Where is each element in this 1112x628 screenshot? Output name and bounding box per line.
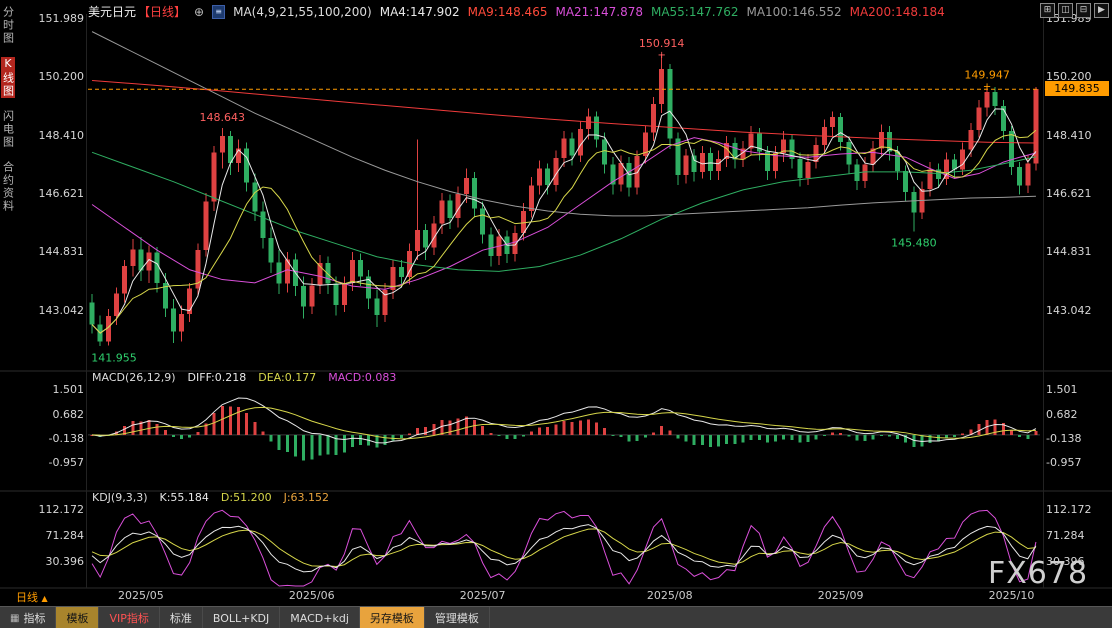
extreme-marker: + <box>657 50 665 61</box>
ma-line-ma21 <box>91 137 1037 290</box>
ma100-value: MA100:146.552 <box>746 4 842 19</box>
layout-split-icon[interactable]: ◫ <box>1058 3 1073 18</box>
layout-single-icon[interactable]: ⊟ <box>1076 3 1091 18</box>
price-annotation: 148.643 <box>200 111 246 124</box>
left-sidebar: 分时图 K线图 闪电图 合约资料 <box>0 6 15 213</box>
period-tag: 【日线】 <box>138 5 187 19</box>
price-annotation: 149.947 <box>964 69 1010 82</box>
macd-histogram <box>90 405 1038 461</box>
macd-hist-value: MACD:0.083 <box>328 371 397 384</box>
macd-dea-line <box>92 406 1036 440</box>
macd-title[interactable]: MACD(26,12,9) <box>92 371 176 384</box>
toolbar-item-save-template[interactable]: 另存模板 <box>359 607 425 628</box>
toolbar-item-manage-template[interactable]: 管理模板 <box>425 607 490 628</box>
kdj-title[interactable]: KDJ(9,3,3) <box>92 491 148 504</box>
extreme-marker: + <box>983 82 991 93</box>
chevron-up-icon: ▲ <box>41 594 48 603</box>
candlesticks <box>89 54 1039 347</box>
watermark: FX678 <box>988 556 1089 591</box>
forward-icon[interactable]: ▶ <box>1094 3 1109 18</box>
toolbar-item-indicators[interactable]: ▦ 指标 <box>0 607 57 628</box>
ma-settings-label[interactable]: MA(4,9,21,55,100,200) <box>233 4 372 19</box>
kdj-j-line <box>91 509 1037 587</box>
kdj-d-value: D:51.200 <box>220 491 272 504</box>
current-price-badge: 149.835 <box>1045 81 1109 97</box>
ma-line-ma100 <box>91 31 1036 217</box>
macd-diff-value: DIFF:0.218 <box>187 371 247 384</box>
ma55-value: MA55:147.762 <box>650 4 739 19</box>
sidebar-tab-kline[interactable]: K线图 <box>0 57 15 98</box>
ma-line-ma200 <box>92 80 1036 144</box>
sidebar-tab-flash[interactable]: 闪电图 <box>1 110 15 149</box>
ma4-value: MA4:147.902 <box>379 4 460 19</box>
price-annotation: 145.480 <box>891 236 937 249</box>
kdj-k-line <box>91 524 1037 573</box>
add-indicator-icon[interactable]: ⊕ <box>194 4 205 19</box>
macd-header: MACD(26,12,9) DIFF:0.218 DEA:0.177 MACD:… <box>92 371 396 384</box>
price-annotation: 141.955 <box>91 351 137 364</box>
ma-line-ma4 <box>91 108 1037 334</box>
toolbar-item-boll-kdj[interactable]: BOLL+KDJ <box>203 607 281 628</box>
macd-dea-value: DEA:0.177 <box>258 371 317 384</box>
note-icon[interactable]: ≡ <box>212 4 226 19</box>
chart-header: 美元日元 【日线】 ⊕ ≡ MA(4,9,21,55,100,200) MA4:… <box>88 3 945 20</box>
price-annotation: 150.914 <box>639 37 685 50</box>
ma-line-ma55 <box>91 151 1037 272</box>
symbol-name: 美元日元 <box>88 5 137 19</box>
toolbar-item-standard[interactable]: 标准 <box>160 607 203 628</box>
kdj-j-value: J:63.152 <box>283 491 330 504</box>
sidebar-tab-contract-info[interactable]: 合约资料 <box>1 161 15 213</box>
toolbar-item-vip-indicators[interactable]: VIP指标 <box>99 607 160 628</box>
bottom-toolbar: ▦ 指标 模板 VIP指标 标准 BOLL+KDJ MACD+kdj 另存模板 管… <box>0 606 1112 628</box>
ma-line-ma9 <box>91 129 1037 334</box>
grid-icon: ▦ <box>10 612 20 624</box>
period-selector[interactable]: 日线 ▲ <box>16 591 48 604</box>
kdj-d-line <box>91 528 1036 567</box>
ma200-value: MA200:148.184 <box>849 4 945 19</box>
toolbar-item-templates[interactable]: 模板 <box>56 607 100 628</box>
kdj-k-value: K:55.184 <box>159 491 209 504</box>
ma21-value: MA21:147.878 <box>555 4 643 19</box>
sidebar-tab-timeline[interactable]: 分时图 <box>1 6 15 45</box>
layout-grid-icon[interactable]: ⊞ <box>1040 3 1055 18</box>
ma9-value: MA9:148.465 <box>467 4 548 19</box>
kdj-header: KDJ(9,3,3) K:55.184 D:51.200 J:63.152 <box>92 491 329 504</box>
macd-diff-line <box>91 397 1037 444</box>
toolbar-item-macd-kdj[interactable]: MACD+kdj <box>280 607 360 628</box>
window-controls: ⊞ ◫ ⊟ ▶ <box>1040 3 1109 18</box>
